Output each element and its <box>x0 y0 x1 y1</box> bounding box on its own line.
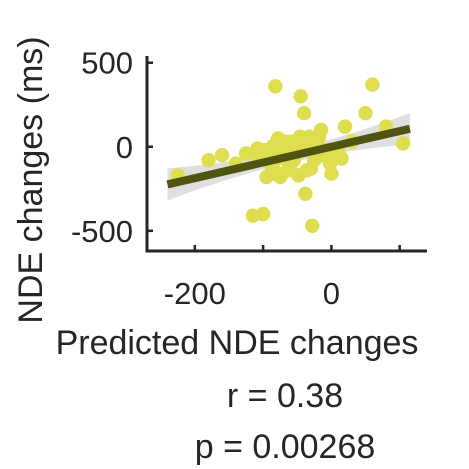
x-axis-label: Predicted NDE changes <box>56 324 419 362</box>
regression-line <box>166 124 411 189</box>
data-point <box>293 89 308 104</box>
data-point <box>238 146 254 161</box>
p-value-text: p = 0.00268 <box>195 428 376 466</box>
x-tick-label: 0 <box>323 276 340 311</box>
tick-labels-layer: -500 0 500 -200 0 <box>71 46 401 311</box>
data-point <box>324 166 339 181</box>
data-point <box>201 153 216 168</box>
data-point <box>214 148 230 163</box>
y-tick-label: 0 <box>116 130 133 165</box>
y-tick-label: -500 <box>71 214 133 249</box>
data-point <box>334 151 349 166</box>
data-point <box>358 106 373 121</box>
fit-line-layer <box>166 124 411 189</box>
data-point <box>296 106 312 121</box>
axes-layer <box>145 56 427 253</box>
correlation-r-text: r = 0.38 <box>227 377 343 415</box>
data-point <box>365 77 380 92</box>
data-point <box>337 119 353 134</box>
data-point <box>305 218 320 233</box>
data-point <box>298 186 313 201</box>
x-tick-label: -200 <box>164 276 226 311</box>
y-tick-label: 500 <box>81 46 133 81</box>
data-point <box>255 206 271 222</box>
data-point <box>268 79 283 94</box>
data-point <box>313 122 329 138</box>
data-point <box>395 136 411 151</box>
y-axis-label: NDE changes (ms) <box>12 36 50 323</box>
